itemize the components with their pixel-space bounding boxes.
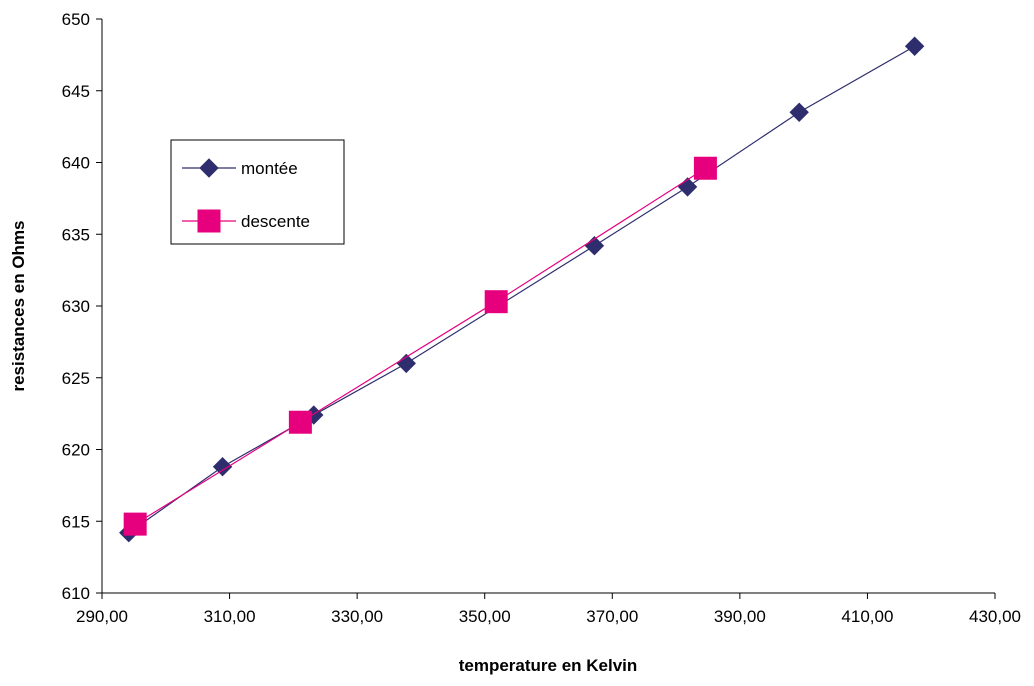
x-tick-label: 370,00 [586, 607, 638, 626]
x-tick-label: 330,00 [331, 607, 383, 626]
data-point-montee [789, 102, 809, 122]
legend-marker-montee [199, 158, 219, 178]
y-axis-title: resistances en Ohms [9, 220, 28, 391]
y-tick-label: 620 [62, 441, 90, 460]
y-tick-label: 610 [62, 584, 90, 603]
series-descente [123, 156, 717, 536]
legend: montée descente [170, 139, 345, 245]
data-point-montee [677, 177, 698, 197]
legend-marker-descente [197, 209, 221, 233]
y-tick-label: 615 [62, 512, 90, 531]
data-point-descente [484, 290, 508, 314]
y-tick-label: 645 [62, 82, 90, 101]
x-tick-label: 410,00 [841, 607, 893, 626]
series-line-descente [134, 167, 706, 525]
y-tick-label: 640 [62, 154, 90, 173]
legend-label-montee: montée [241, 159, 298, 178]
x-tick-label: 390,00 [714, 607, 766, 626]
data-point-montee [212, 457, 233, 477]
data-point-montee [904, 36, 925, 56]
data-point-descente [123, 512, 147, 536]
y-tick-label: 625 [62, 369, 90, 388]
series-montee [119, 36, 925, 543]
data-point-descente [693, 156, 717, 180]
y-tick-label: 630 [62, 297, 90, 316]
series-layer [119, 36, 925, 543]
legend-label-descente: descente [241, 212, 310, 231]
x-tick-label: 350,00 [459, 607, 511, 626]
x-tick-label: 430,00 [969, 607, 1021, 626]
data-point-descente [288, 410, 312, 434]
legend-item-descente: descente [182, 209, 310, 233]
y-tick-label: 635 [62, 225, 90, 244]
x-tick-label: 290,00 [76, 607, 128, 626]
axes: 610 615 620 625 630 635 640 645 650 290,00 310,00 3… [62, 10, 1021, 626]
legend-item-montee: montée [182, 158, 298, 178]
x-tick-label: 310,00 [204, 607, 256, 626]
x-axis-title: temperature en Kelvin [459, 656, 638, 675]
y-tick-label: 650 [62, 10, 90, 29]
